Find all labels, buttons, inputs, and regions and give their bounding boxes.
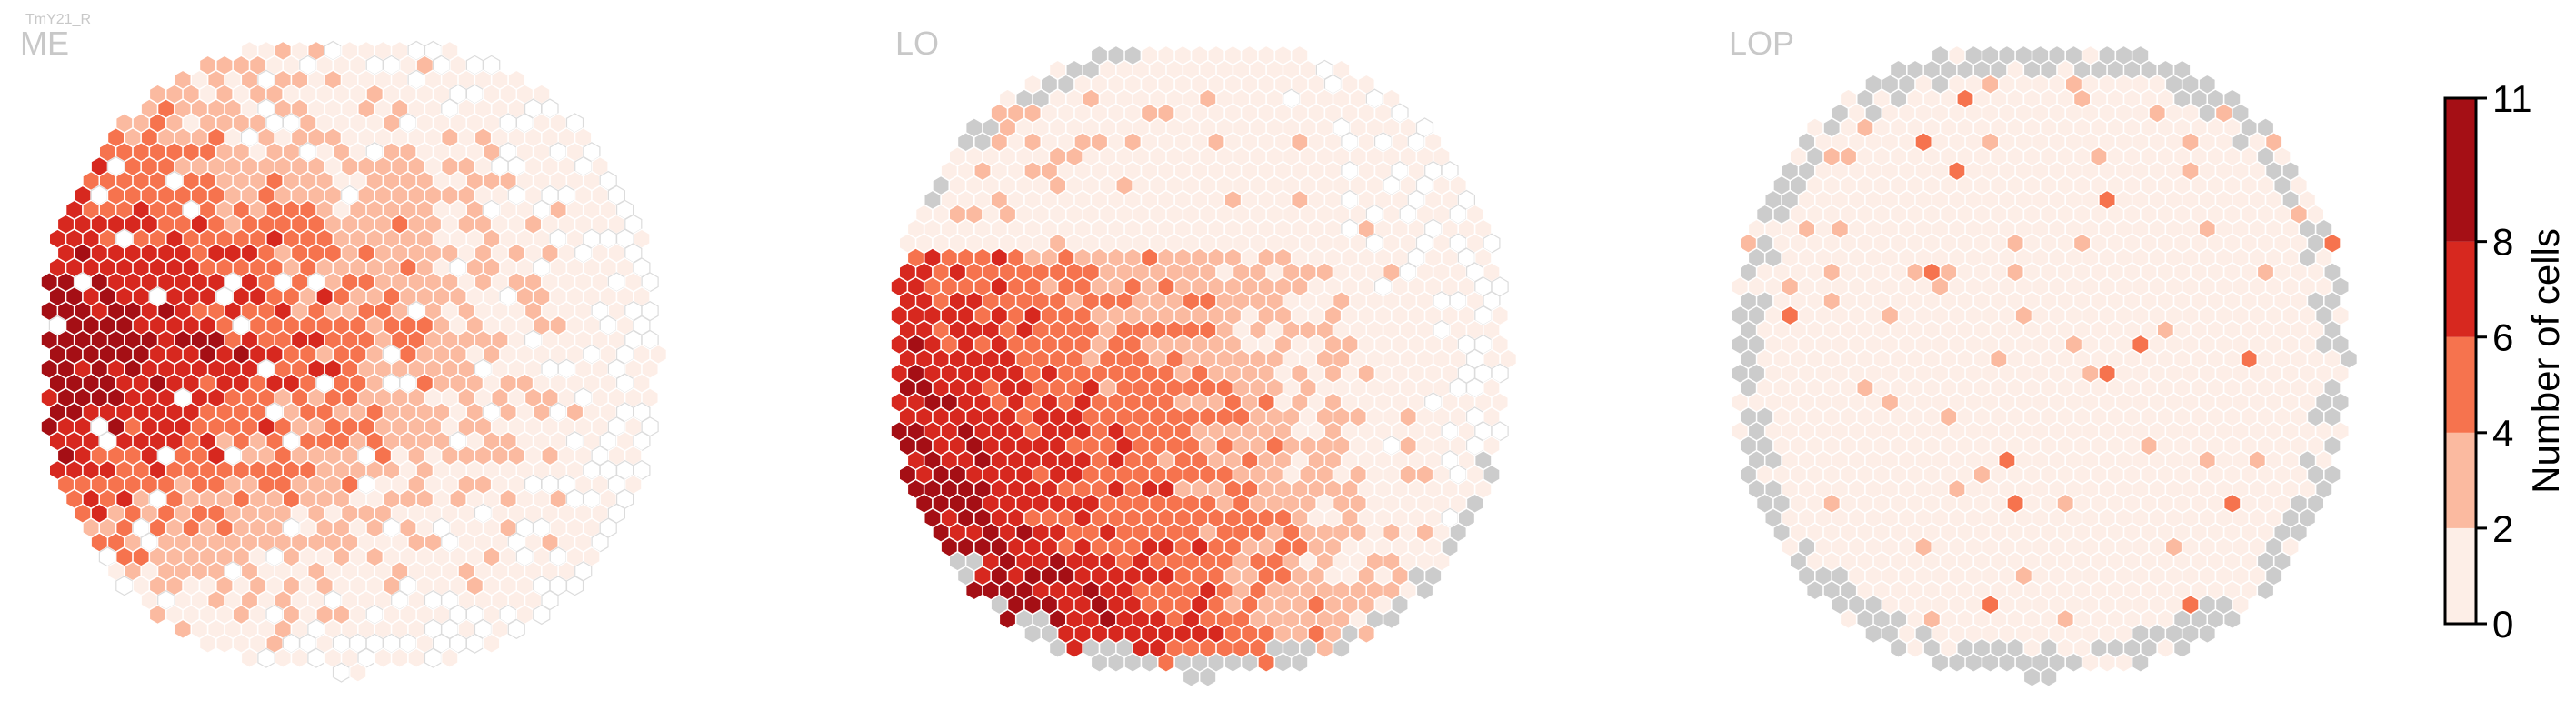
hex-cell bbox=[1123, 652, 1142, 673]
hex-cell bbox=[1806, 580, 1824, 601]
hex-cell bbox=[1157, 652, 1175, 673]
hex-cell bbox=[274, 647, 292, 668]
hex-cell bbox=[174, 618, 192, 639]
hex-cell bbox=[441, 647, 459, 668]
hex-grid-me bbox=[40, 40, 667, 683]
colorbar-tick-label: 11 bbox=[2492, 77, 2532, 120]
hex-cell bbox=[1931, 652, 1950, 673]
hex-cell bbox=[1415, 580, 1434, 601]
hex-cell bbox=[2223, 608, 2242, 630]
hex-cell bbox=[257, 647, 275, 668]
hex-cell bbox=[199, 633, 217, 654]
hex-cell bbox=[1998, 652, 2016, 673]
hex-cell bbox=[483, 633, 501, 654]
hex-cell bbox=[332, 662, 351, 683]
hex-cell bbox=[2156, 637, 2174, 658]
heatmap-panel-lop: LOP bbox=[1729, 25, 2358, 687]
hex-cell bbox=[1906, 637, 1924, 658]
hex-cell bbox=[307, 647, 325, 668]
hex-cell bbox=[1890, 637, 1908, 658]
hex-cell bbox=[349, 662, 367, 683]
colorbar-segment bbox=[2445, 336, 2476, 433]
hex-cell bbox=[1333, 637, 1351, 658]
panel-title-lop: LOP bbox=[1729, 25, 1794, 62]
hex-cell bbox=[1948, 652, 1966, 673]
colorbar-label: Number of cells bbox=[2524, 228, 2567, 494]
cell-type-label: TmY21_R bbox=[25, 12, 91, 27]
hex-cell bbox=[1182, 666, 1201, 687]
hex-cell bbox=[2114, 652, 2133, 673]
heatmap-panel-lo: LO bbox=[890, 25, 1517, 687]
hex-cell bbox=[1090, 652, 1109, 673]
hex-cell bbox=[374, 647, 392, 668]
panel-title-lo: LO bbox=[895, 25, 939, 62]
hex-cell bbox=[424, 647, 443, 668]
hex-cell bbox=[1864, 623, 1882, 644]
hex-cell bbox=[1315, 637, 1333, 658]
hex-cell bbox=[1049, 637, 1067, 658]
colorbar-segment bbox=[2445, 527, 2476, 624]
hex-cell bbox=[2098, 652, 2116, 673]
hex-cell bbox=[1273, 652, 1293, 673]
hex-cell bbox=[1383, 608, 1401, 630]
hex-cell bbox=[2022, 666, 2042, 687]
hex-cell bbox=[533, 604, 551, 626]
hex-grid-lo bbox=[890, 45, 1517, 687]
colorbar: 0 2 4 6 8 11 Number of cells bbox=[2443, 77, 2567, 646]
panel-title-me: ME bbox=[20, 25, 69, 62]
hex-cell bbox=[391, 647, 409, 668]
hex-cell bbox=[2040, 666, 2058, 687]
hex-cell bbox=[407, 647, 425, 668]
hex-cell bbox=[2082, 652, 2100, 673]
hex-cell bbox=[565, 576, 584, 596]
hex-cell bbox=[1223, 652, 1242, 673]
hex-cell bbox=[998, 608, 1017, 630]
hex-cell bbox=[215, 633, 234, 654]
hex-cell bbox=[1257, 652, 1275, 673]
hex-cell bbox=[2132, 652, 2150, 673]
colorbar-tick-label: 8 bbox=[2492, 221, 2513, 264]
hex-cell bbox=[1107, 652, 1125, 673]
hex-cell bbox=[1023, 623, 1042, 644]
hex-cell bbox=[2173, 637, 2192, 658]
heatmap-panel-me: ME bbox=[20, 25, 667, 683]
hex-cell bbox=[1357, 623, 1375, 644]
hex-cell bbox=[2256, 580, 2275, 601]
colorbar-segments bbox=[2445, 98, 2476, 624]
hex-cell bbox=[1241, 652, 1259, 673]
colorbar-segment bbox=[2445, 432, 2476, 528]
hex-cell bbox=[1141, 652, 1159, 673]
hex-cell bbox=[291, 647, 309, 668]
hex-cell bbox=[148, 604, 167, 626]
hex-cell bbox=[1839, 608, 1858, 630]
hex-cell bbox=[1199, 666, 1217, 687]
hex-cell bbox=[2064, 652, 2082, 673]
hex-cell bbox=[465, 633, 484, 654]
hex-cell bbox=[240, 647, 259, 668]
hex-cell bbox=[965, 580, 983, 601]
hex-cell bbox=[507, 618, 525, 639]
hex-cell bbox=[1065, 637, 1083, 658]
hex-cell bbox=[115, 576, 134, 596]
hex-cell bbox=[1964, 652, 1982, 673]
colorbar-tick-label: 6 bbox=[2492, 316, 2513, 359]
colorbar-tick-label: 0 bbox=[2492, 603, 2513, 646]
hex-cell bbox=[1982, 652, 2000, 673]
colorbar-segment bbox=[2445, 98, 2476, 242]
hex-grid-lop bbox=[1731, 45, 2358, 687]
hex-cell bbox=[1291, 652, 1309, 673]
colorbar-segment bbox=[2445, 241, 2476, 337]
colorbar-tick-label: 2 bbox=[2492, 507, 2513, 550]
colorbar-tick-label: 4 bbox=[2492, 412, 2513, 455]
hex-cell bbox=[2198, 623, 2216, 644]
